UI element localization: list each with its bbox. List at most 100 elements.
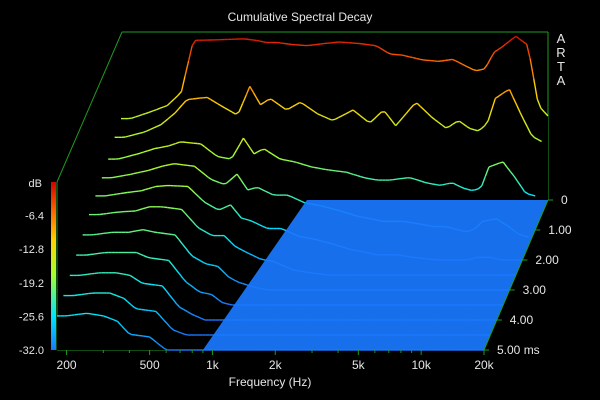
slice-segment — [155, 166, 159, 169]
slice-segment — [180, 208, 186, 214]
slice-segment — [453, 182, 458, 186]
slice-segment — [248, 252, 253, 256]
slice-segment — [274, 101, 279, 105]
z-tick-label: 0 — [561, 193, 568, 207]
slice-segment — [484, 120, 489, 127]
slice-segment — [240, 179, 245, 185]
slice-segment — [133, 277, 138, 281]
slice-segment — [487, 109, 493, 121]
slice-segment — [338, 114, 343, 119]
slice-segment — [401, 54, 406, 57]
slice-segment — [86, 253, 91, 256]
slice-segment — [306, 105, 311, 110]
slice-segment — [184, 333, 189, 336]
slice-segment — [151, 167, 156, 171]
slice-segment — [180, 163, 184, 166]
slice-segment — [249, 148, 255, 155]
slice-segment — [149, 336, 154, 341]
slice-segment — [141, 308, 146, 311]
slice-segment — [178, 273, 184, 279]
slice-segment — [217, 103, 222, 107]
slice-segment — [123, 191, 128, 194]
slice-segment — [235, 143, 241, 151]
frequency-axis-ticks: 200 500 1k 2k 5k 10k 20k — [57, 350, 495, 372]
slice-segment — [531, 194, 536, 197]
slice-segment — [128, 134, 133, 137]
slice-segment — [477, 185, 483, 190]
slice-segment — [146, 229, 151, 232]
slice-segment — [187, 45, 193, 62]
slice-segment — [206, 231, 211, 236]
slice-segment — [83, 273, 88, 276]
slice-segment — [161, 145, 166, 148]
slice-segment — [211, 179, 216, 182]
slice-segment — [81, 293, 85, 296]
slice-segment — [543, 111, 549, 117]
slice-segment — [236, 173, 242, 180]
slice-segment — [116, 320, 122, 326]
slice-segment — [248, 219, 253, 222]
slice-segment — [214, 296, 219, 301]
slice-segment — [154, 257, 159, 260]
slice-segment — [445, 126, 450, 129]
slice-segment — [160, 232, 165, 235]
slice-segment — [166, 322, 171, 328]
slice-segment — [145, 206, 150, 209]
slice-segment — [534, 136, 539, 141]
slice-segment — [537, 138, 542, 143]
slice-segment — [229, 176, 234, 181]
slice-segment — [129, 154, 134, 157]
slice-segment — [431, 183, 436, 186]
slice-segment — [109, 194, 114, 196]
slice-segment — [126, 274, 131, 277]
slice-segment — [139, 253, 145, 257]
slice-segment — [130, 190, 135, 193]
slice-segment — [233, 208, 239, 215]
slice-segment — [473, 69, 477, 72]
slice-segment — [263, 99, 268, 103]
slice-segment — [165, 289, 170, 296]
slice-segment — [327, 117, 332, 121]
slice-segment — [502, 90, 507, 95]
slice-segment — [290, 195, 295, 199]
slice-segment — [293, 197, 298, 201]
slice-segment — [263, 41, 268, 44]
slice-segment — [490, 51, 496, 58]
slice-segment — [332, 169, 336, 172]
slice-segment — [131, 116, 136, 119]
slice-segment — [207, 293, 212, 296]
slice-segment — [206, 263, 211, 266]
slice-segment — [203, 145, 209, 150]
slice-segment — [434, 119, 439, 123]
slice-segment — [313, 110, 318, 115]
slice-segment — [245, 251, 250, 255]
slice-segment — [94, 272, 99, 275]
slice-segment — [300, 162, 305, 166]
slice-segment — [140, 281, 145, 285]
slice-segment — [196, 289, 202, 293]
slice-segment — [156, 341, 161, 346]
slice-segment — [84, 292, 89, 295]
chart-title: Cumulative Spectral Decay — [228, 10, 373, 24]
slice-segment — [243, 184, 249, 191]
slice-segment — [135, 209, 140, 212]
slice-segment — [96, 233, 101, 235]
x-tick-label: 2k — [269, 358, 283, 372]
slice-mask — [76, 252, 504, 305]
slice-segment — [251, 187, 255, 190]
slice-segment — [224, 272, 229, 278]
slice-segment — [174, 207, 179, 210]
slice-segment — [384, 111, 390, 117]
slice-segment — [317, 113, 322, 117]
slice-segment — [132, 230, 137, 233]
slice-segment — [173, 94, 179, 100]
slice-segment — [128, 230, 133, 233]
slice-segment — [208, 176, 213, 181]
slice-segment — [167, 115, 172, 120]
slice-segment — [225, 157, 230, 160]
slice-segment — [105, 194, 110, 197]
slice-segment — [285, 108, 290, 110]
slice-segment — [452, 121, 457, 125]
slice-segment — [466, 125, 471, 130]
slice-segment — [366, 43, 371, 46]
